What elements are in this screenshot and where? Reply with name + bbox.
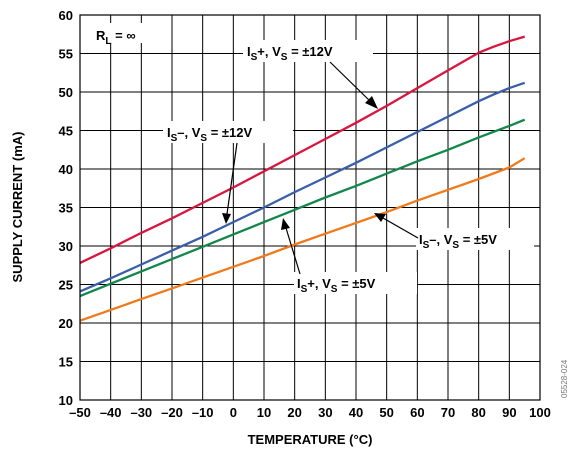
x-tick-label: –30 [130, 405, 152, 420]
x-tick-label: –10 [192, 405, 214, 420]
rl-label: RL = ∞ [96, 28, 136, 47]
x-tick-label: 90 [502, 405, 516, 420]
x-tick-label: 80 [471, 405, 485, 420]
annotations: RL = ∞ IS+, VS = ±12V IS–, VS = ±12V IS+… [93, 23, 534, 295]
tick-labels: –50 –40 –30 –20 –10 0 10 20 30 40 50 60 70 80 90 100 10 1… [59, 8, 551, 420]
is-minus-12-label: IS–, VS = ±12V [167, 125, 253, 144]
rl-label-bg [93, 23, 170, 43]
is-minus-5-label: IS–, VS = ±5V [419, 232, 497, 251]
grid [79, 14, 541, 401]
is-plus-5-label: IS+, VS = ±5V [297, 276, 376, 295]
is-minus-12-arrowhead [222, 213, 231, 224]
is-plus-12-label: IS+, VS = ±12V [247, 44, 333, 63]
x-tick-label: –50 [69, 405, 91, 420]
is-minus-12-leader [226, 142, 238, 215]
is-plus-5-leader [285, 227, 301, 275]
is-plus-12-leader [329, 61, 373, 104]
x-tick-label: –20 [161, 405, 183, 420]
x-axis-title: TEMPERATURE (°C) [248, 432, 373, 447]
y-tick-label: 30 [59, 239, 73, 254]
is-plus-5-label-bg [294, 272, 417, 294]
is-minus-5-leader [382, 217, 419, 239]
series-line-is_minus_5 [79, 157, 526, 322]
is-minus-5-arrowhead [374, 213, 386, 222]
x-tick-label: 10 [257, 405, 271, 420]
x-tick-label: 50 [379, 405, 393, 420]
x-tick-label: 30 [318, 405, 332, 420]
x-tick-label: –40 [100, 405, 122, 420]
x-tick-label: 40 [349, 405, 363, 420]
y-tick-label: 10 [59, 393, 73, 408]
y-tick-label: 15 [59, 355, 73, 370]
x-tick-label: 70 [441, 405, 455, 420]
series-line-is_plus_12 [79, 35, 526, 264]
figure-code: 05528-024 [560, 359, 569, 398]
plot-frame [79, 14, 541, 401]
series-lines [79, 35, 526, 322]
series-line-is_minus_12 [79, 81, 526, 293]
x-tick-label: 100 [529, 405, 551, 420]
y-tick-label: 55 [59, 47, 73, 62]
y-tick-label: 40 [59, 162, 73, 177]
is-plus-12-label-bg [243, 40, 373, 62]
y-tick-label: 35 [59, 201, 73, 216]
y-tick-label: 20 [59, 316, 73, 331]
x-tick-label: 60 [410, 405, 424, 420]
y-tick-label: 45 [59, 124, 73, 139]
y-tick-label: 25 [59, 278, 73, 293]
is-minus-12-label-bg [163, 121, 293, 143]
x-tick-label: 20 [287, 405, 301, 420]
y-axis-title: SUPPLY CURRENT (mA) [10, 132, 25, 283]
is-plus-5-arrowhead [281, 218, 290, 230]
y-tick-label: 50 [59, 85, 73, 100]
is-minus-5-label-bg [416, 228, 534, 250]
y-tick-label: 60 [59, 8, 73, 23]
series-line-is_plus_5 [79, 118, 526, 298]
is-plus-12-arrowhead [365, 96, 378, 109]
x-tick-label: 0 [230, 405, 237, 420]
